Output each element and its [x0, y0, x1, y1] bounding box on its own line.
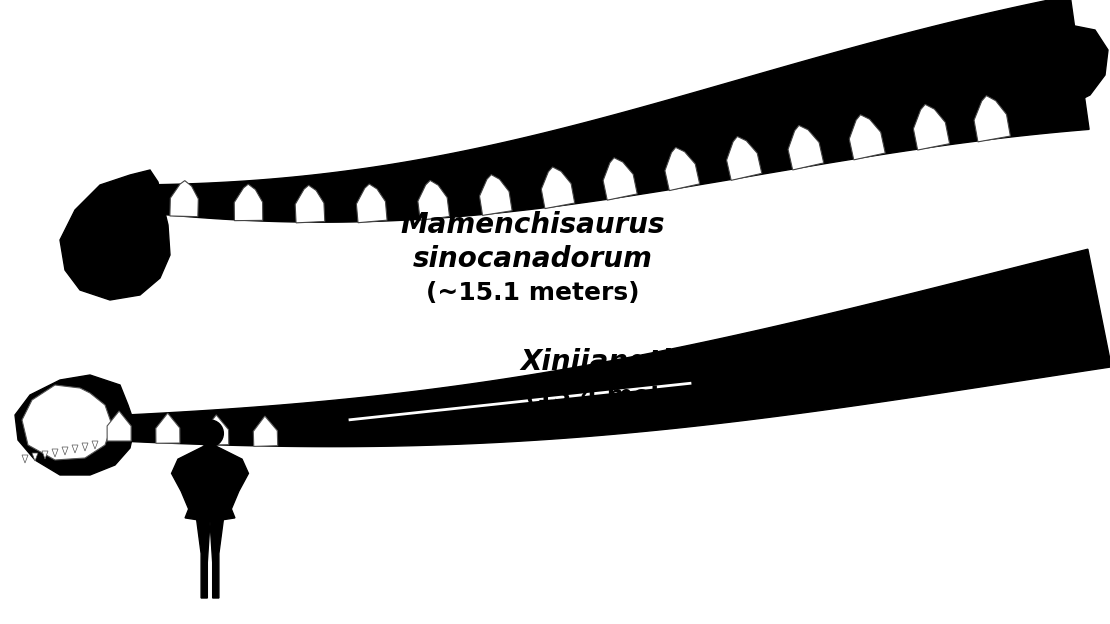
- Polygon shape: [120, 0, 1089, 222]
- Polygon shape: [16, 375, 135, 475]
- Polygon shape: [82, 443, 88, 451]
- Text: Xinjiangtitan: Xinjiangtitan: [521, 348, 723, 376]
- Polygon shape: [108, 411, 131, 441]
- Polygon shape: [92, 441, 98, 449]
- Polygon shape: [22, 385, 112, 460]
- Polygon shape: [295, 185, 325, 223]
- Polygon shape: [849, 115, 886, 160]
- Polygon shape: [788, 125, 824, 170]
- Polygon shape: [22, 455, 28, 463]
- Polygon shape: [32, 453, 38, 461]
- Polygon shape: [155, 413, 180, 443]
- Polygon shape: [914, 104, 950, 150]
- Polygon shape: [603, 158, 637, 200]
- Polygon shape: [253, 416, 278, 446]
- Text: (~15.1 meters): (~15.1 meters): [426, 281, 639, 305]
- Polygon shape: [417, 180, 450, 220]
- Polygon shape: [1040, 25, 1108, 105]
- Polygon shape: [234, 184, 263, 221]
- Polygon shape: [72, 445, 78, 453]
- Polygon shape: [727, 137, 761, 180]
- Polygon shape: [665, 147, 699, 190]
- Polygon shape: [542, 167, 575, 208]
- Polygon shape: [170, 180, 199, 217]
- Polygon shape: [172, 447, 249, 598]
- Polygon shape: [480, 175, 512, 215]
- Text: Mamenchisaurus: Mamenchisaurus: [401, 211, 665, 238]
- Text: sinocanadorum: sinocanadorum: [413, 245, 653, 273]
- Polygon shape: [62, 447, 68, 455]
- Polygon shape: [52, 449, 58, 457]
- Text: (13.4 meters): (13.4 meters): [525, 384, 718, 408]
- Polygon shape: [60, 170, 170, 300]
- Circle shape: [196, 420, 223, 447]
- Polygon shape: [975, 95, 1010, 142]
- Polygon shape: [356, 184, 387, 223]
- Polygon shape: [60, 249, 1110, 447]
- Polygon shape: [204, 415, 229, 445]
- Polygon shape: [42, 451, 48, 459]
